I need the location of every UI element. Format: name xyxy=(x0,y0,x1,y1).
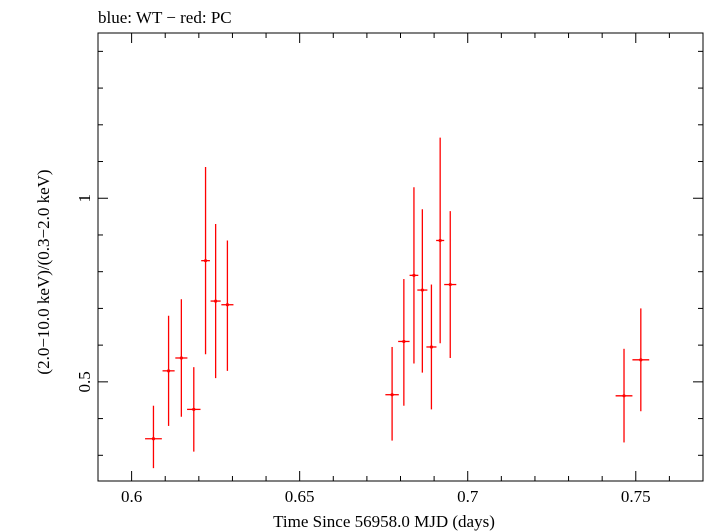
point-marker xyxy=(179,356,183,360)
x-tick-label: 0.7 xyxy=(457,487,479,506)
data-point xyxy=(175,299,188,417)
data-point xyxy=(210,223,221,379)
point-marker xyxy=(192,407,196,411)
data-point xyxy=(444,211,457,358)
point-marker xyxy=(438,238,442,243)
plot-frame xyxy=(97,32,704,482)
data-point xyxy=(162,315,175,426)
x-tick-label: 0.6 xyxy=(121,487,142,506)
data-point xyxy=(426,284,437,410)
point-marker xyxy=(448,282,452,287)
y-axis-label: (2.0−10.0 keV)/(0.3−2.0 keV) xyxy=(34,169,53,374)
point-marker xyxy=(166,369,171,373)
axis-tick-labels: 0.6 0.65 0.7 0.75 0.5 1 xyxy=(75,194,651,506)
chart-title: blue: WT − red: PC xyxy=(98,8,232,27)
data-point xyxy=(436,137,445,344)
point-marker xyxy=(622,394,626,398)
data-point xyxy=(187,367,201,452)
data-point xyxy=(398,279,410,406)
point-marker xyxy=(412,273,416,277)
data-point xyxy=(409,187,419,364)
x-axis-label: Time Since 56958.0 MJD (days) xyxy=(273,512,495,531)
data-point xyxy=(615,348,633,443)
y-tick-label: 0.5 xyxy=(75,371,94,392)
point-marker xyxy=(151,437,156,441)
point-marker xyxy=(390,393,394,397)
point-marker xyxy=(214,299,218,303)
x-tick-label: 0.65 xyxy=(285,487,315,506)
x-tick-label: 0.75 xyxy=(621,487,651,506)
axis-ticks xyxy=(98,33,703,481)
data-point xyxy=(201,167,210,355)
data-point xyxy=(632,308,650,412)
data-point xyxy=(385,346,399,441)
point-marker xyxy=(429,345,434,349)
point-marker xyxy=(203,259,208,263)
y-tick-label: 1 xyxy=(75,194,94,203)
point-marker xyxy=(402,339,406,344)
point-marker xyxy=(639,358,643,362)
data-point xyxy=(145,405,162,469)
data-point xyxy=(417,209,428,373)
point-marker xyxy=(420,288,424,292)
data-points xyxy=(145,137,650,469)
data-point xyxy=(221,240,234,371)
point-marker xyxy=(225,303,230,307)
